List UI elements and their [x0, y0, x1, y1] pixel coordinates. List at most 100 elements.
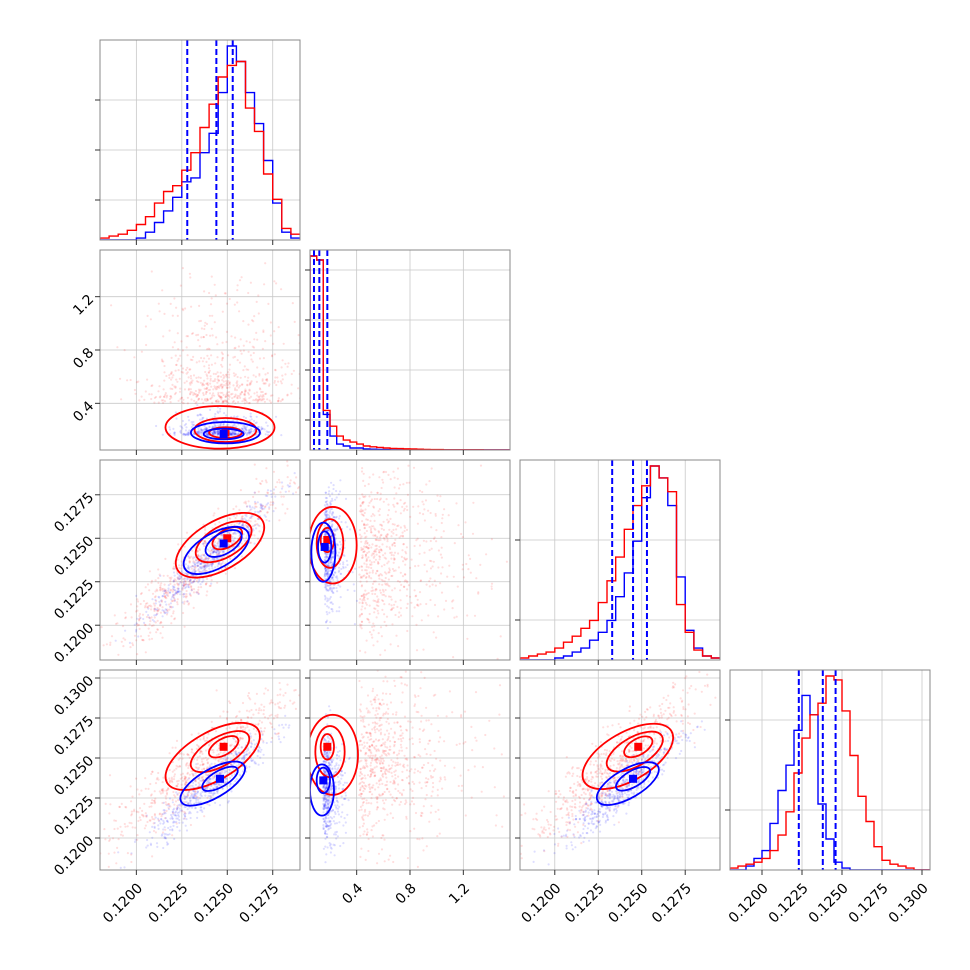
- scatter-point: [249, 431, 252, 434]
- scatter-point: [395, 528, 398, 531]
- scatter-point: [234, 432, 237, 435]
- scatter-point: [221, 387, 224, 390]
- scatter-point: [230, 432, 233, 435]
- scatter-point: [250, 430, 253, 433]
- scatter-point: [187, 566, 190, 569]
- scatter-point: [196, 766, 199, 770]
- scatter-point: [233, 432, 236, 435]
- scatter-point: [225, 778, 228, 781]
- scatter-point: [260, 730, 263, 733]
- scatter-point: [211, 562, 214, 566]
- scatter-point: [216, 558, 219, 561]
- scatter-point: [380, 523, 383, 526]
- scatter-point: [390, 604, 393, 607]
- scatter-point: [255, 415, 258, 418]
- scatter-point: [185, 583, 188, 586]
- scatter-point: [144, 325, 147, 328]
- scatter-point: [363, 596, 366, 599]
- scatter-point: [157, 827, 160, 831]
- scatter-point: [208, 392, 212, 395]
- scatter-point: [365, 572, 368, 575]
- scatter-point: [239, 718, 243, 721]
- scatter-point: [251, 345, 254, 348]
- scatter-point: [161, 595, 165, 598]
- scatter-point: [286, 464, 289, 467]
- scatter-point: [293, 472, 296, 475]
- scatter-point: [161, 831, 165, 834]
- scatter-point: [263, 382, 266, 385]
- scatter-point: [169, 401, 172, 404]
- scatter-point: [335, 527, 338, 531]
- scatter-point: [192, 591, 196, 594]
- scatter-point: [332, 586, 335, 589]
- scatter-point: [379, 548, 382, 551]
- scatter-point: [234, 336, 237, 339]
- scatter-point: [280, 487, 284, 490]
- scatter-point: [182, 371, 185, 374]
- scatter-point: [324, 568, 328, 572]
- scatter-point: [108, 834, 111, 838]
- scatter-point: [216, 785, 219, 789]
- scatter-point: [204, 321, 207, 324]
- scatter-point: [182, 817, 185, 820]
- scatter-point: [390, 608, 393, 611]
- scatter-point: [206, 398, 209, 401]
- scatter-point: [253, 760, 256, 763]
- scatter-point: [149, 318, 152, 321]
- scatter-point: [177, 369, 180, 372]
- scatter-point: [212, 433, 215, 436]
- scatter-point: [124, 611, 127, 614]
- scatter-point: [176, 782, 180, 786]
- scatter-point: [380, 533, 383, 537]
- scatter-point: [224, 399, 227, 402]
- scatter-point: [186, 600, 189, 603]
- scatter-point: [168, 781, 171, 784]
- scatter-point: [371, 552, 374, 555]
- scatter-point: [182, 432, 186, 435]
- scatter-point: [416, 598, 419, 601]
- scatter-point: [183, 817, 186, 820]
- scatter-point: [373, 497, 376, 501]
- scatter-point: [239, 489, 242, 492]
- scatter-point: [233, 432, 236, 435]
- scatter-point: [384, 595, 387, 598]
- scatter-point: [191, 784, 194, 788]
- scatter-point: [188, 557, 191, 560]
- scatter-point: [130, 822, 133, 825]
- scatter-point: [381, 478, 384, 481]
- scatter-point: [136, 623, 139, 626]
- scatter-point: [223, 771, 226, 774]
- scatter-point: [199, 430, 202, 434]
- scatter-series-b: [358, 670, 505, 869]
- scatter-point: [227, 419, 230, 422]
- scatter-point: [188, 429, 191, 432]
- scatter-point: [287, 726, 290, 729]
- scatter-point: [178, 577, 181, 581]
- scatter-point: [263, 727, 266, 730]
- scatter-point: [382, 528, 385, 532]
- scatter-point: [363, 524, 366, 527]
- scatter-point: [177, 578, 180, 581]
- scatter-point: [236, 726, 239, 729]
- scatter-point: [473, 614, 477, 617]
- scatter-point: [324, 574, 327, 577]
- scatter-point: [168, 804, 171, 808]
- scatter-point: [233, 530, 236, 534]
- scatter-point: [290, 372, 293, 376]
- scatter-point: [200, 565, 204, 568]
- scatter-point: [245, 425, 248, 428]
- scatter-point: [262, 709, 265, 712]
- scatter-point: [202, 775, 205, 778]
- scatter-point: [228, 363, 232, 366]
- scatter-point: [224, 395, 227, 398]
- scatter-point: [211, 432, 215, 435]
- scatter-point: [199, 583, 202, 586]
- scatter-point: [219, 383, 222, 386]
- scatter-point: [211, 563, 214, 566]
- scatter-point: [435, 529, 438, 532]
- scatter-point: [210, 297, 213, 300]
- scatter-point: [193, 423, 196, 426]
- scatter-point: [195, 380, 199, 383]
- scatter-point: [227, 376, 231, 379]
- scatter-point: [179, 575, 182, 578]
